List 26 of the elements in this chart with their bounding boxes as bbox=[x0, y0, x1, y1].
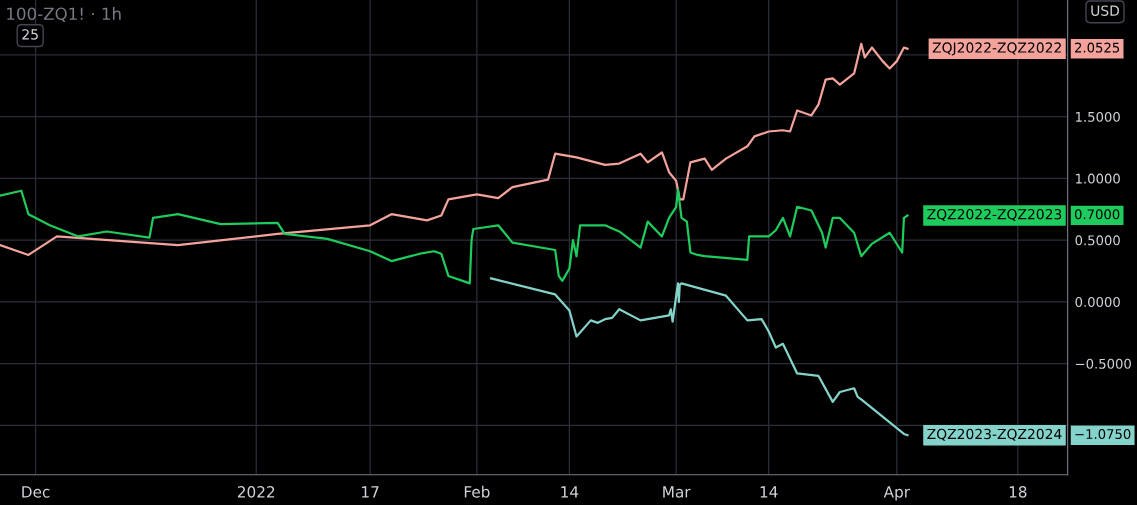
annotation: 25 bbox=[22, 29, 38, 40]
line-series bbox=[0, 42, 909, 257]
x-tick-label: 18 bbox=[1009, 486, 1027, 498]
x-tick-label: 14 bbox=[760, 486, 778, 498]
legend-label: ZQJ2022-ZQZ2022 bbox=[932, 42, 1061, 56]
line-series bbox=[490, 277, 909, 437]
y-tick-label: 0.0000 bbox=[1075, 297, 1120, 308]
chart-title: 100-ZQ1! · 1h bbox=[7, 7, 121, 22]
y-tick-label: −0.5000 bbox=[1075, 358, 1131, 369]
text: 2.0525 bbox=[1075, 42, 1120, 53]
line-series bbox=[0, 188, 909, 285]
text: USD bbox=[1091, 5, 1120, 16]
text: 0.7000 bbox=[1074, 209, 1120, 220]
x-tick-label: 14 bbox=[561, 486, 579, 498]
x-tick-label: Dec bbox=[22, 486, 50, 498]
legend-label: ZQZ2023-ZQZ2024 bbox=[927, 428, 1062, 441]
x-tick-label: 2022 bbox=[237, 486, 275, 498]
text: −1.0750 bbox=[1075, 429, 1131, 440]
x-tick-label: Mar bbox=[663, 486, 691, 498]
legend-label: ZQZ2022-ZQZ2023 bbox=[927, 208, 1062, 222]
x-tick-label: 17 bbox=[362, 486, 379, 498]
x-tick-label: Apr bbox=[883, 486, 911, 501]
y-tick-label: 1.0000 bbox=[1076, 173, 1120, 184]
y-tick-label: 0.5000 bbox=[1075, 235, 1120, 246]
y-tick-label: 1.5000 bbox=[1076, 111, 1120, 122]
x-tick-label: Feb bbox=[464, 485, 490, 498]
